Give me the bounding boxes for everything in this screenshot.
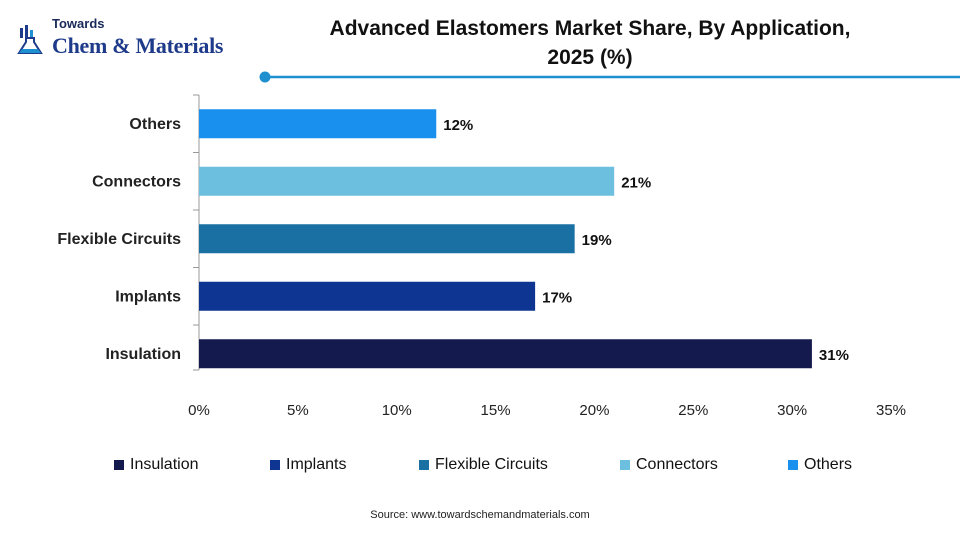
legend-swatch [419, 460, 429, 470]
bar-implants [199, 281, 536, 311]
logo-top-word: Towards [52, 16, 105, 31]
x-tick-label: 10% [382, 402, 412, 419]
legend-item-others: Others [788, 456, 852, 474]
legend-label: Connectors [636, 456, 718, 473]
legend-label: Others [804, 456, 853, 473]
legend-swatch [620, 460, 630, 470]
legend-item-connectors: Connectors [620, 456, 718, 474]
chart-title: Advanced Elastomers Market Share, By App… [270, 14, 910, 72]
bar-insulation [199, 339, 812, 369]
logo-main-word: Chem & Materials [52, 33, 224, 58]
x-tick-label: 15% [481, 402, 511, 419]
x-tick-label: 25% [678, 402, 708, 419]
bar-flexible-circuits [199, 224, 575, 254]
x-tick-label: 0% [188, 402, 210, 419]
bar-connectors [199, 166, 615, 196]
chart-title-line2: 2025 (%) [547, 46, 633, 69]
title-divider [259, 71, 960, 83]
flask-icon [17, 25, 43, 54]
category-label-flexible-circuits: Flexible Circuits [57, 231, 181, 248]
x-tick-label: 35% [876, 402, 906, 419]
brand-logo: Towards Chem & Materials [14, 10, 254, 66]
x-tick-label: 5% [287, 402, 309, 419]
legend-label: Insulation [130, 456, 199, 473]
category-label-others: Others [129, 116, 181, 133]
category-label-connectors: Connectors [92, 173, 181, 190]
data-label-flexible-circuits: 19% [582, 232, 612, 249]
legend-swatch [270, 460, 280, 470]
bar-chart: Others 12% Connectors 21% Flexible Circuits 1… [57, 94, 906, 419]
legend-swatch [114, 460, 124, 470]
source-note: Source: www.towardschemandmaterials.com [370, 509, 590, 521]
data-label-connectors: 21% [621, 174, 651, 191]
bar-others [199, 109, 437, 139]
legend-item-flexible-circuits: Flexible Circuits [419, 456, 548, 474]
legend-item-insulation: Insulation [114, 456, 199, 474]
category-label-implants: Implants [115, 288, 181, 305]
data-label-implants: 17% [542, 289, 572, 306]
legend-label: Implants [286, 456, 347, 473]
chart-title-line1: Advanced Elastomers Market Share, By App… [329, 17, 851, 40]
legend-item-implants: Implants [270, 456, 346, 474]
data-label-insulation: 31% [819, 347, 849, 364]
category-label-insulation: Insulation [105, 346, 181, 363]
legend-label: Flexible Circuits [435, 456, 548, 473]
data-label-others: 12% [443, 117, 473, 134]
legend-swatch [788, 460, 798, 470]
chart-legend: Insulation Implants Flexible Circuits Conne… [0, 456, 960, 478]
x-tick-label: 20% [579, 402, 609, 419]
x-tick-label: 30% [777, 402, 807, 419]
